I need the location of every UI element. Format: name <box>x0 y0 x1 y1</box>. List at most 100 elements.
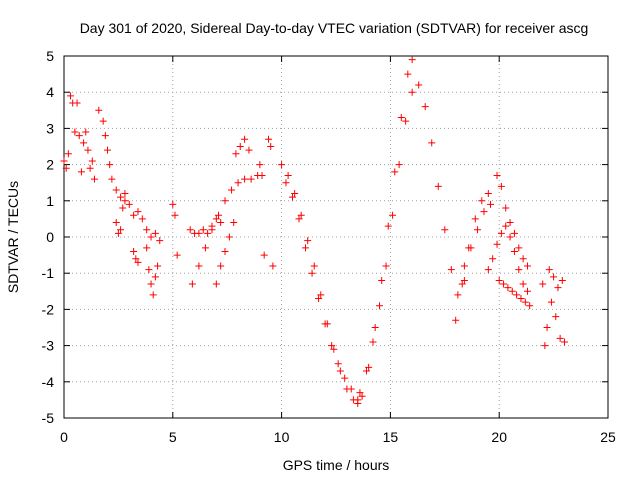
y-tick-label: -5 <box>42 410 55 426</box>
data-point <box>428 139 436 147</box>
data-point <box>265 135 273 143</box>
satellite-track-3 <box>95 106 129 205</box>
data-point <box>75 132 83 140</box>
data-point <box>454 291 462 299</box>
y-tick-label: -4 <box>42 374 55 390</box>
y-axis-label: SDTVAR / TECUs <box>5 181 21 293</box>
data-point <box>539 280 547 288</box>
data-point <box>99 117 107 125</box>
data-point <box>497 182 505 190</box>
data-point <box>460 262 468 270</box>
data-point <box>510 247 518 255</box>
data-point <box>186 226 194 234</box>
data-point <box>545 266 553 274</box>
data-point <box>486 200 494 208</box>
data-point <box>310 262 318 270</box>
data-point <box>328 342 336 350</box>
data-point <box>408 88 416 96</box>
data-point <box>130 247 138 255</box>
data-point <box>188 280 196 288</box>
data-point <box>77 168 85 176</box>
satellite-track-11 <box>232 135 253 158</box>
data-point <box>64 150 72 158</box>
y-tick-label: 3 <box>46 120 54 136</box>
data-point <box>269 262 277 270</box>
data-point <box>80 139 88 147</box>
data-point <box>384 222 392 230</box>
data-point <box>513 291 521 299</box>
data-point <box>221 247 229 255</box>
data-point <box>358 392 366 400</box>
data-point <box>334 360 342 368</box>
data-point <box>308 269 316 277</box>
data-point <box>234 179 242 187</box>
data-point <box>550 273 558 281</box>
satellite-track-5 <box>130 247 142 266</box>
data-point <box>467 244 475 252</box>
data-point <box>547 298 555 306</box>
data-point <box>201 244 209 252</box>
data-point <box>478 197 486 205</box>
data-point <box>106 161 114 169</box>
data-point <box>212 215 220 223</box>
data-point <box>212 280 220 288</box>
data-point <box>495 276 503 284</box>
data-point <box>519 280 527 288</box>
data-point <box>67 92 75 100</box>
chart-title: Day 301 of 2020, Sidereal Day-to-day VTE… <box>80 20 589 36</box>
x-tick-label: 10 <box>274 429 290 445</box>
data-point <box>121 190 129 198</box>
data-point <box>119 204 127 212</box>
data-point <box>232 150 240 158</box>
data-point <box>199 226 207 234</box>
data-point <box>143 226 151 234</box>
satellite-track-19 <box>493 171 531 270</box>
y-tick-label: 4 <box>46 84 54 100</box>
y-axis: -5 -4 -3 -2 -1 0 1 2 3 4 5 <box>42 48 608 426</box>
data-point <box>247 175 255 183</box>
data-point <box>452 316 460 324</box>
data-point <box>195 229 203 237</box>
data-point <box>295 215 303 223</box>
data-point <box>395 161 403 169</box>
data-point <box>228 186 236 194</box>
data-point <box>484 190 492 198</box>
data-point <box>397 114 405 122</box>
satellite-track-14 <box>282 179 362 404</box>
data-point <box>267 143 275 150</box>
data-point <box>369 338 377 346</box>
data-point <box>543 324 551 331</box>
data-point <box>145 266 153 274</box>
data-point <box>354 396 362 404</box>
data-point <box>371 324 379 331</box>
data-point <box>60 157 68 165</box>
data-point <box>458 280 466 288</box>
y-tick-label: -3 <box>42 338 55 354</box>
x-tick-label: 5 <box>169 429 177 445</box>
data-point <box>112 186 120 194</box>
y-tick-label: 5 <box>46 48 54 64</box>
data-point <box>441 226 449 234</box>
data-point <box>523 287 531 295</box>
satellite-track-21 <box>539 266 568 350</box>
data-point <box>95 106 103 114</box>
data-point <box>125 200 133 208</box>
data-point <box>541 342 549 350</box>
y-tick-label: 0 <box>46 229 54 245</box>
data-point <box>241 175 249 183</box>
data-point <box>515 244 523 252</box>
grid <box>64 56 608 418</box>
data-point <box>104 146 112 154</box>
data-point <box>282 179 290 187</box>
data-point <box>315 295 323 303</box>
data-point <box>101 132 109 140</box>
data-point <box>245 146 253 154</box>
data-point <box>471 215 479 223</box>
data-points <box>60 56 568 408</box>
data-point <box>291 190 299 198</box>
data-point <box>460 276 468 284</box>
data-point <box>497 229 505 237</box>
satellite-track-4 <box>112 190 164 245</box>
satellite-track-12 <box>256 135 277 270</box>
